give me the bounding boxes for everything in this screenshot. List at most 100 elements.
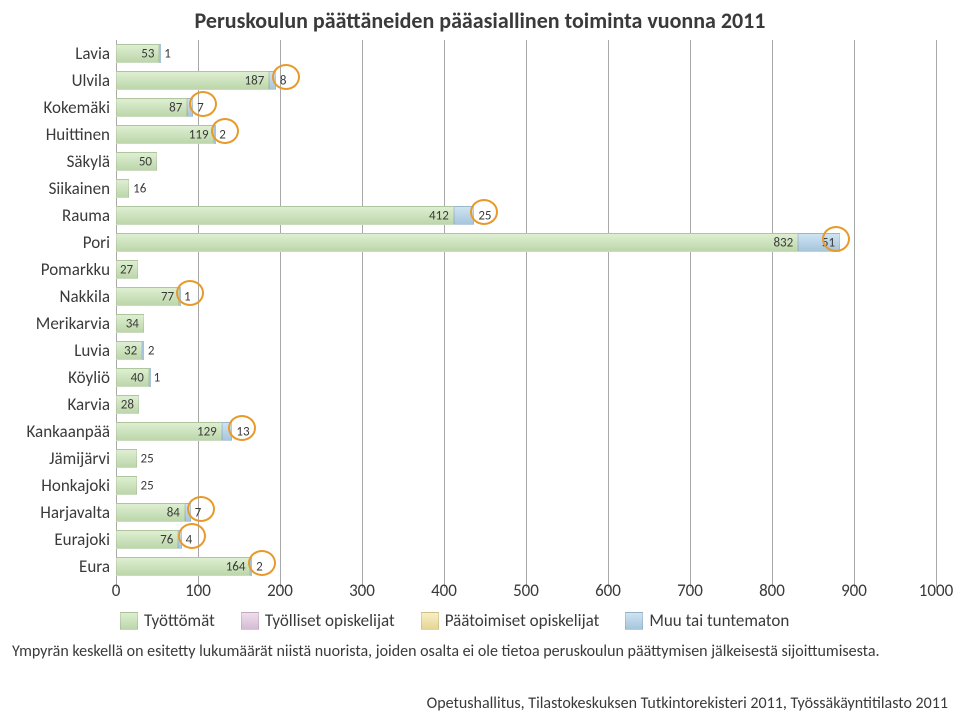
bar-segment-label: 4 [186, 532, 193, 547]
bar-segment-muu: 2 [250, 557, 252, 576]
y-axis-label: Pori [0, 229, 116, 256]
y-axis-label: Lavia [0, 40, 116, 67]
legend-item: Muu tai tuntematon [625, 610, 789, 631]
bar-group: 28 [116, 395, 139, 414]
chart-title: Peruskoulun päättäneiden pääasiallinen t… [0, 0, 960, 36]
bar-segment-label: 1 [184, 289, 191, 304]
bar-row: 1192 [116, 121, 936, 148]
bar-segment-muu: 51 [798, 233, 840, 252]
bar-group: 832 51 [116, 233, 840, 252]
y-axis-label: Rauma [0, 202, 116, 229]
bar-segment-label: 832 [773, 235, 793, 250]
y-axis-label: Eurajoki [0, 526, 116, 553]
bar-segment-label: 129 [197, 424, 217, 439]
x-axis-tick: 900 [841, 580, 867, 601]
bar-segment-label: 7 [197, 100, 204, 115]
bar-segment-tyottomat: 28 [116, 395, 139, 414]
y-axis-label: Luvia [0, 337, 116, 364]
bar-row: 832 51 [116, 229, 936, 256]
bar-segment-label: 164 [226, 559, 246, 574]
bar-group: 764 [116, 530, 182, 549]
bar-segment-label: 2 [256, 559, 263, 574]
bar-segment-tyottomat: 32 [116, 341, 142, 360]
legend-item: Päätoimiset opiskelijat [421, 610, 600, 631]
bar-row: 25 [116, 472, 936, 499]
bar-row: 28 [116, 391, 936, 418]
y-axis-label: Karvia [0, 391, 116, 418]
legend-label: Muu tai tuntematon [649, 610, 789, 631]
bar-segment-tyottomat: 119 [116, 125, 214, 144]
bar-segment-muu: 7 [187, 98, 193, 117]
chart-area: LaviaUlvilaKokemäkiHuittinenSäkyläSiikai… [0, 40, 960, 580]
bar-segment-tyottomat: 129 [116, 422, 222, 441]
bar-segment-tyottomat: 832 [116, 233, 798, 252]
plot-area: 5311878877119250164122583251277713432240… [116, 40, 936, 580]
y-axis-label: Merikarvia [0, 310, 116, 337]
x-axis-tick: 600 [595, 580, 621, 601]
bar-row: 129 13 [116, 418, 936, 445]
bar-segment-label: 16 [133, 181, 146, 196]
bar-row: 1642 [116, 553, 936, 580]
bar-group: 1642 [116, 557, 252, 576]
x-axis-tick: 500 [513, 580, 539, 601]
y-axis-label: Eura [0, 553, 116, 580]
bar-segment-label: 25 [141, 478, 154, 493]
bar-row: 40 1 [116, 364, 936, 391]
bar-segment-muu: 25 [454, 206, 475, 225]
bar-row: 764 [116, 526, 936, 553]
bar-row: 50 [116, 148, 936, 175]
bar-segment-label: 2 [219, 127, 226, 142]
gridline [936, 40, 937, 588]
y-axis-label: Kokemäki [0, 94, 116, 121]
bar-row: 27 [116, 256, 936, 283]
bar-segment-tyottomat: 25 [116, 449, 137, 468]
bar-group: 877 [116, 98, 193, 117]
y-axis-label: Köyliö [0, 364, 116, 391]
x-axis-tick: 800 [759, 580, 785, 601]
legend-label: Työttömät [144, 610, 215, 631]
y-axis-label: Siikainen [0, 175, 116, 202]
bar-segment-label: 50 [139, 154, 152, 169]
y-axis-label: Kankaanpää [0, 418, 116, 445]
bar-segment-label: 28 [121, 397, 134, 412]
bar-row: 412 25 [116, 202, 936, 229]
bar-segment-tyottomat: 53 [116, 44, 159, 63]
y-axis-label: Pomarkku [0, 256, 116, 283]
bar-segment-label: 77 [161, 289, 174, 304]
legend-swatch [625, 612, 643, 630]
bar-segment-label: 8 [280, 73, 287, 88]
bar-group: 412 25 [116, 206, 474, 225]
bar-segment-label: 51 [822, 235, 835, 250]
source-text: Opetushallitus, Tilastokeskuksen Tutkint… [427, 694, 948, 713]
bar-group: 401 [116, 368, 151, 387]
bar-segment-muu: 2 [214, 125, 216, 144]
bar-segment-tyottomat: 40 [116, 368, 149, 387]
bar-segment-muu: 2 [142, 341, 144, 360]
bar-row: 32 2 [116, 337, 936, 364]
bar-segment-muu: 13 [222, 422, 233, 441]
bar-segment-label: 13 [236, 424, 249, 439]
bar-segment-tyottomat: 25 [116, 476, 137, 495]
bar-segment-tyottomat: 50 [116, 152, 157, 171]
bar-row: 34 [116, 310, 936, 337]
x-axis-tick: 100 [185, 580, 211, 601]
x-axis-tick: 200 [267, 580, 293, 601]
bar-group: 771 [116, 287, 181, 306]
bar-segment-tyottomat: 164 [116, 557, 250, 576]
bar-segment-label: 32 [124, 343, 137, 358]
bar-segment-label: 1 [154, 370, 161, 385]
chart-container: Peruskoulun päättäneiden pääasiallinen t… [0, 0, 960, 720]
y-axis-label: Harjavalta [0, 499, 116, 526]
x-axis-tick: 400 [431, 580, 457, 601]
bar-segment-muu: 1 [159, 44, 161, 63]
bar-segment-label: 40 [131, 370, 144, 385]
bar-segment-tyottomat: 34 [116, 314, 144, 333]
bar-group: 129 13 [116, 422, 232, 441]
bar-row: 77 1 [116, 283, 936, 310]
bar-row: 25 [116, 445, 936, 472]
bar-group: 50 [116, 152, 157, 171]
bar-segment-tyottomat: 84 [116, 503, 185, 522]
bar-segment-tyottomat: 412 [116, 206, 454, 225]
bar-segment-label: 412 [429, 208, 449, 223]
bar-group: 27 [116, 260, 138, 279]
